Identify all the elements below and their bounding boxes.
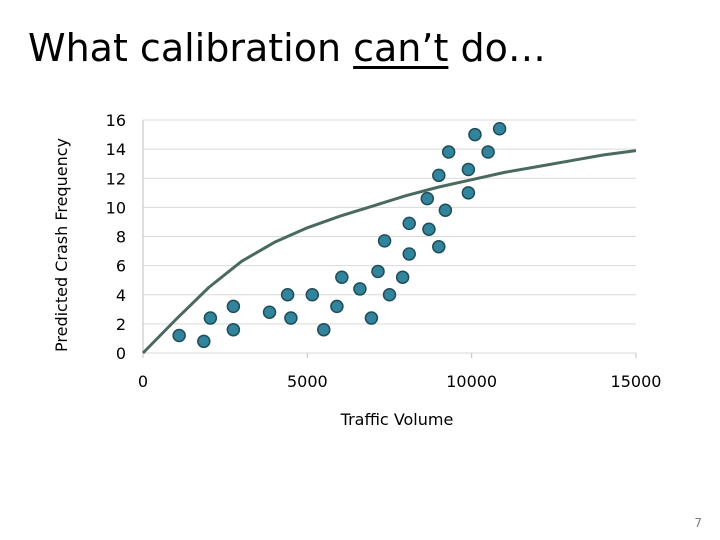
data-point xyxy=(172,328,186,343)
data-point xyxy=(461,162,476,177)
data-point xyxy=(262,305,277,319)
y-tick-label: 0 xyxy=(116,344,126,363)
data-point xyxy=(377,234,392,248)
y-tick-label: 10 xyxy=(106,198,126,217)
data-point xyxy=(203,311,218,325)
page-number: 7 xyxy=(694,516,702,530)
data-point xyxy=(395,270,410,285)
x-tick-label: 15000 xyxy=(611,372,662,391)
data-point xyxy=(432,239,446,254)
data-point xyxy=(441,145,456,159)
y-tick-label: 12 xyxy=(106,169,126,188)
data-point xyxy=(280,288,295,302)
data-point xyxy=(305,288,320,302)
data-point xyxy=(438,203,453,218)
data-point xyxy=(371,264,385,279)
data-point xyxy=(226,322,241,337)
data-point xyxy=(402,247,416,261)
data-point xyxy=(481,145,495,159)
data-point xyxy=(197,334,211,349)
data-point xyxy=(402,216,416,231)
x-tick-label: 5000 xyxy=(287,372,328,391)
data-point xyxy=(432,168,446,183)
y-tick-label: 8 xyxy=(116,228,126,247)
data-point xyxy=(420,191,435,206)
data-point xyxy=(382,288,397,302)
y-tick-label: 14 xyxy=(106,140,126,159)
x-tick-label: 0 xyxy=(138,372,148,391)
data-point xyxy=(284,311,298,325)
title-text-start: What calibration xyxy=(28,26,354,70)
title-text-underlined: can’t xyxy=(353,26,449,70)
data-point xyxy=(461,186,476,200)
data-point xyxy=(335,270,349,285)
data-point xyxy=(364,311,379,325)
data-point xyxy=(226,299,241,314)
data-point xyxy=(353,282,367,296)
data-point xyxy=(330,299,344,314)
title-text-end: do… xyxy=(448,26,546,70)
data-point xyxy=(317,322,331,337)
y-tick-label: 16 xyxy=(106,111,126,130)
y-tick-label: 4 xyxy=(116,286,126,305)
slide-title: What calibration can’t do… xyxy=(28,22,546,74)
y-tick-label: 2 xyxy=(116,315,126,334)
y-tick-label: 6 xyxy=(116,257,126,276)
data-point xyxy=(492,121,507,136)
data-point xyxy=(422,222,436,236)
data-point xyxy=(468,127,482,142)
fitted-curve xyxy=(141,149,637,355)
x-axis-title: Traffic Volume xyxy=(340,410,454,429)
y-axis-title: Predicted Crash Frequency xyxy=(52,138,71,352)
x-tick-label: 10000 xyxy=(446,372,497,391)
